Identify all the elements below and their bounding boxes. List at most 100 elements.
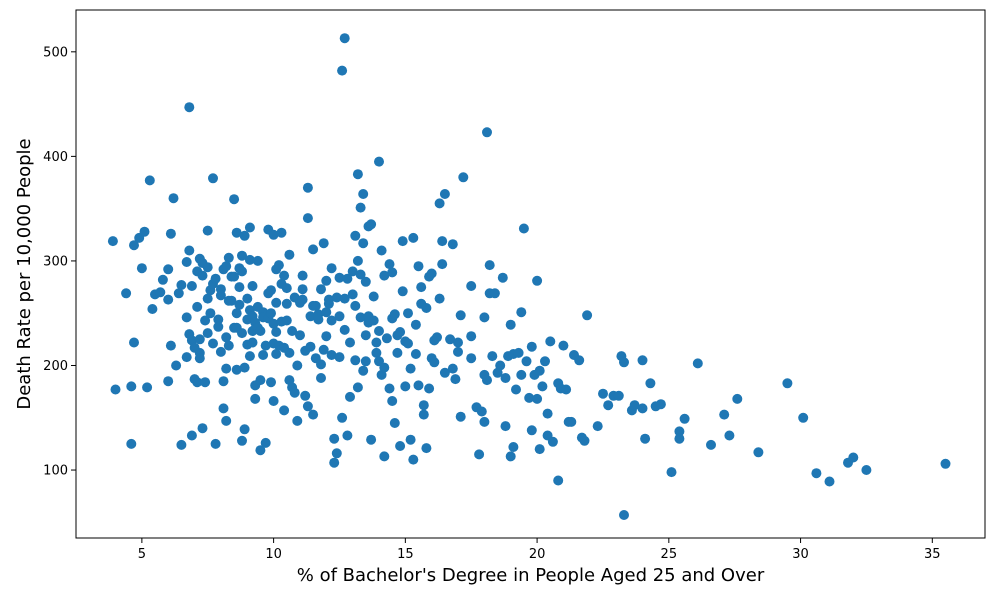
scatter-point — [247, 281, 258, 291]
scatter-point — [513, 347, 524, 358]
y-tick-label: 500 — [43, 45, 68, 60]
scatter-point — [345, 337, 355, 348]
scatter-point — [500, 373, 511, 383]
scatter-point — [305, 311, 316, 322]
scatter-point — [358, 238, 369, 249]
scatter-point — [403, 308, 413, 319]
scatter-point — [405, 363, 416, 374]
scatter-point — [505, 319, 516, 330]
scatter-point — [524, 392, 535, 403]
scatter-point — [321, 331, 332, 342]
scatter-point — [674, 433, 685, 444]
scatter-point — [276, 227, 287, 238]
scatter-point — [416, 282, 427, 293]
scatter-point — [237, 328, 247, 339]
scatter-point — [537, 381, 548, 392]
scatter-point — [566, 416, 577, 427]
scatter-point — [426, 268, 437, 279]
scatter-point — [126, 438, 137, 449]
scatter-point — [184, 102, 195, 113]
scatter-point — [316, 359, 326, 370]
scatter-point — [147, 304, 158, 314]
scatter-point — [355, 269, 366, 280]
scatter-point — [326, 315, 337, 326]
scatter-point — [455, 411, 466, 422]
scatter-point — [366, 434, 377, 445]
scatter-point — [208, 338, 218, 349]
scatter-point — [350, 300, 361, 311]
y-tick-label: 100 — [43, 464, 68, 479]
scatter-point — [136, 263, 147, 274]
scatter-point — [476, 406, 487, 417]
scatter-point — [540, 356, 550, 367]
scatter-point — [266, 377, 276, 388]
scatter-point — [271, 327, 282, 337]
scatter-point — [223, 252, 234, 263]
scatter-point — [379, 362, 390, 373]
scatter-point — [297, 294, 308, 305]
scatter-point — [811, 468, 822, 479]
scatter-point — [592, 421, 603, 432]
scatter-point — [410, 319, 421, 330]
scatter-point — [297, 270, 308, 281]
scatter-point — [421, 443, 432, 454]
scatter-point — [126, 381, 137, 392]
scatter-point — [200, 377, 211, 388]
scatter-point — [176, 439, 187, 450]
scatter-point — [292, 360, 303, 371]
scatter-point — [434, 198, 445, 209]
scatter-point — [213, 321, 224, 332]
x-tick-label: 30 — [792, 547, 809, 562]
scatter-point — [237, 266, 247, 277]
scatter-point — [445, 334, 456, 345]
scatter-point — [342, 430, 353, 441]
scatter-point — [239, 230, 250, 241]
scatter-point — [139, 226, 150, 237]
scatter-point — [484, 260, 495, 271]
scatter-point — [381, 333, 392, 344]
scatter-point — [155, 287, 166, 298]
scatter-point — [221, 261, 232, 272]
scatter-point — [302, 213, 313, 224]
scatter-point — [234, 299, 245, 310]
scatter-point — [197, 270, 208, 281]
scatter-point — [387, 396, 398, 406]
scatter-point — [339, 33, 350, 44]
scatter-point — [229, 271, 240, 282]
scatter-point — [202, 293, 213, 304]
scatter-point — [574, 355, 585, 366]
scatter-point — [374, 326, 384, 336]
scatter-point — [334, 311, 345, 322]
scatter-point — [479, 416, 490, 427]
scatter-point — [371, 347, 382, 358]
scatter-point — [197, 423, 208, 434]
scatter-point — [429, 357, 440, 368]
scatter-point — [255, 445, 266, 456]
scatter-point — [250, 393, 261, 404]
scatter-point — [395, 441, 406, 451]
scatter-point — [508, 442, 519, 452]
scatter-point — [231, 308, 242, 319]
scatter-point — [424, 383, 435, 394]
scatter-point — [213, 314, 224, 325]
scatter-point — [121, 288, 132, 299]
scatter-point — [619, 510, 629, 520]
scatter-point — [218, 376, 229, 387]
scatter-point — [397, 286, 408, 297]
scatter-point — [439, 189, 450, 199]
scatter-point — [289, 387, 300, 398]
scatter-point — [395, 327, 406, 337]
scatter-point — [360, 330, 371, 341]
scatter-point — [297, 284, 308, 295]
scatter-point — [244, 222, 255, 233]
y-axis-ticks: 100 200 300 400 500 — [43, 45, 76, 479]
scatter-point — [316, 373, 326, 383]
scatter-point — [168, 193, 179, 204]
y-tick-label: 300 — [43, 254, 68, 269]
scatter-point — [439, 367, 450, 378]
scatter-point — [397, 236, 408, 247]
scatter-point — [645, 378, 656, 389]
scatter-point — [358, 189, 369, 199]
scatter-point — [215, 346, 226, 357]
scatter-point — [318, 344, 329, 355]
